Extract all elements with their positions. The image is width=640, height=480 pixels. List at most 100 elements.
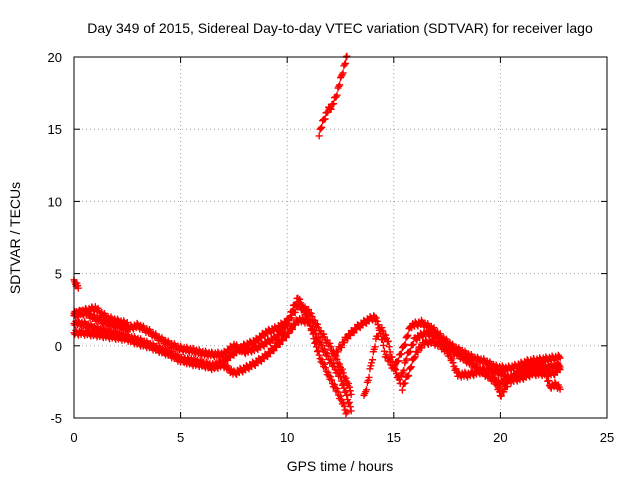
x-axis-label: GPS time / hours [287, 458, 394, 474]
data-point [335, 82, 343, 90]
data-point [321, 115, 329, 123]
data-point [340, 402, 348, 410]
data-point [317, 124, 325, 132]
data-point [345, 398, 353, 406]
data-point [337, 72, 345, 80]
data-point [346, 403, 354, 411]
data-point [405, 372, 413, 380]
x-tick-label: 20 [493, 430, 507, 445]
data-point [311, 316, 319, 324]
data-point [341, 59, 349, 67]
data-point [297, 299, 305, 307]
data-point [403, 355, 411, 363]
data-point [401, 379, 409, 387]
data-point [385, 343, 393, 351]
data-point [339, 380, 347, 388]
data-point [500, 388, 508, 396]
data-point [382, 350, 390, 358]
y-tick-label: 15 [48, 122, 62, 137]
data-point [337, 392, 344, 400]
data-point [314, 347, 322, 354]
data-point [543, 372, 551, 380]
data-point [309, 330, 317, 338]
data-point [490, 373, 498, 381]
data-point [327, 356, 335, 364]
data-point [347, 407, 355, 415]
data-point [326, 339, 334, 347]
data-point [308, 325, 316, 333]
data-point [407, 363, 415, 371]
data-point [323, 349, 331, 357]
data-point [365, 373, 373, 381]
data-point [374, 332, 382, 340]
data-point [333, 355, 341, 363]
data-point [445, 349, 453, 357]
data-point [337, 373, 344, 381]
data-point [311, 339, 319, 347]
data-point [391, 362, 399, 370]
data-point [448, 355, 456, 363]
data-point [495, 384, 503, 392]
axis-ticks: 0 5 10 15 20 25 -5 0 5 10 15 20 [48, 50, 615, 445]
data-point [282, 334, 290, 342]
y-tick-label: 10 [48, 194, 62, 209]
data-point [341, 60, 349, 68]
data-point [401, 340, 409, 348]
data-point [326, 105, 334, 113]
series-trace-c [70, 294, 351, 418]
data-point [545, 377, 553, 385]
data-point [313, 343, 321, 351]
x-tick-label: 0 [70, 430, 77, 445]
data-point [321, 364, 329, 372]
data-point [410, 354, 418, 362]
data-point [273, 343, 281, 351]
data-point [497, 392, 505, 400]
data-point [340, 339, 348, 347]
data-point [336, 81, 344, 89]
data-point [289, 307, 297, 315]
data-point [302, 308, 310, 316]
data-point [407, 364, 415, 372]
data-point [310, 335, 318, 343]
data-point [492, 378, 500, 386]
data-point [339, 69, 347, 77]
data-point [327, 105, 335, 113]
data-point [272, 343, 280, 351]
data-point [318, 356, 326, 364]
data-point [336, 360, 344, 368]
data-point [333, 366, 341, 374]
data-point [327, 373, 335, 381]
data-point [306, 322, 314, 330]
data-point [556, 354, 564, 362]
data-point [555, 365, 563, 373]
data-point [343, 391, 351, 399]
series-trace-a [70, 299, 355, 398]
data-point [409, 340, 417, 348]
data-point [388, 353, 396, 361]
data-point [540, 363, 548, 371]
data-point [334, 388, 342, 396]
data-point [414, 348, 422, 356]
data-point [305, 318, 313, 326]
data-point [303, 311, 311, 319]
data-point [452, 365, 460, 373]
data-point [332, 93, 340, 101]
series-trace-high [315, 52, 351, 140]
y-axis-label: SDTVAR / TECUs [7, 182, 23, 294]
data-point [386, 348, 394, 356]
x-tick-label: 15 [387, 430, 401, 445]
data-point [395, 376, 403, 384]
data-point [339, 398, 347, 406]
data-point [398, 386, 406, 394]
data-point [555, 353, 563, 361]
data-point [372, 314, 380, 322]
data-point [400, 341, 408, 349]
data-point [538, 357, 546, 365]
data-point [308, 313, 316, 321]
data-point [281, 318, 289, 326]
data-point [318, 123, 326, 131]
data-point [307, 309, 315, 317]
data-point [400, 366, 408, 374]
data-point [296, 295, 304, 303]
data-point [373, 317, 381, 325]
